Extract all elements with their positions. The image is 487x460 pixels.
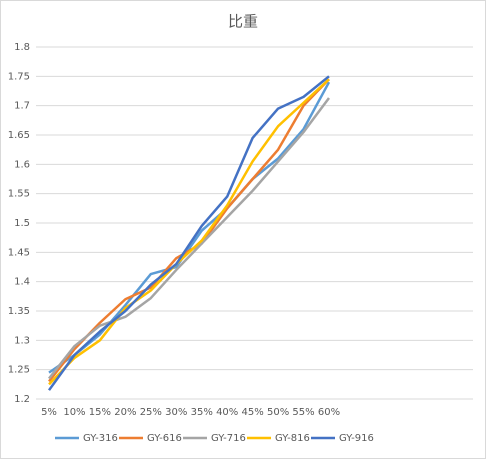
legend-label: GY-816 — [275, 433, 310, 444]
legend-label: GY-916 — [339, 433, 374, 444]
x-tick-label: 60% — [318, 407, 340, 418]
x-tick-label: 30% — [165, 407, 187, 418]
x-tick-label: 25% — [140, 407, 162, 418]
legend-label: GY-716 — [211, 433, 246, 444]
series-line — [48, 78, 330, 386]
y-tick-label: 1.45 — [8, 247, 30, 258]
x-tick-label: 40% — [216, 407, 238, 418]
y-tick-label: 1.7 — [14, 101, 30, 112]
y-tick-label: 1.75 — [8, 71, 30, 82]
x-tick-label: 5% — [41, 407, 57, 418]
y-tick-label: 1.65 — [8, 130, 30, 141]
series-line — [48, 97, 331, 380]
legend-label: GY-616 — [147, 433, 182, 444]
chart-title: 比重 — [228, 13, 258, 31]
y-tick-label: 1.4 — [14, 277, 30, 288]
legend-label: GY-316 — [83, 433, 118, 444]
x-tick-label: 50% — [267, 407, 289, 418]
y-tick-label: 1.8 — [14, 42, 30, 53]
x-tick-label: 35% — [191, 407, 213, 418]
y-tick-label: 1.6 — [14, 159, 30, 170]
y-tick-label: 1.35 — [8, 306, 30, 317]
y-tick-label: 1.2 — [14, 394, 30, 405]
series-line — [48, 81, 331, 374]
x-tick-label: 10% — [63, 407, 85, 418]
y-tick-label: 1.55 — [8, 189, 30, 200]
x-tick-label: 55% — [292, 407, 314, 418]
x-tick-label: 15% — [89, 407, 111, 418]
x-tick-label: 20% — [114, 407, 136, 418]
y-tick-label: 1.5 — [14, 218, 30, 229]
series-line — [47, 75, 330, 391]
y-tick-label: 1.25 — [8, 365, 30, 376]
y-tick-label: 1.3 — [14, 335, 30, 346]
x-tick-label: 45% — [242, 407, 264, 418]
